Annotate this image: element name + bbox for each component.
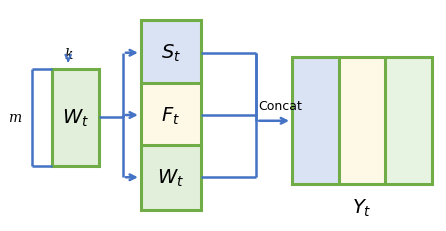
Text: $F_t$: $F_t$ [161,105,180,126]
FancyBboxPatch shape [141,21,201,86]
Text: m: m [8,111,21,125]
Text: k: k [64,48,72,62]
FancyBboxPatch shape [141,145,201,210]
Text: $Y_t$: $Y_t$ [352,197,372,218]
Text: $W_t$: $W_t$ [62,107,89,128]
Text: Concat: Concat [259,99,302,112]
FancyBboxPatch shape [141,83,201,148]
FancyBboxPatch shape [52,70,99,166]
FancyBboxPatch shape [292,58,339,184]
FancyBboxPatch shape [339,58,385,184]
Text: $S_t$: $S_t$ [161,43,181,64]
FancyBboxPatch shape [385,58,432,184]
Text: $W_t$: $W_t$ [157,167,184,188]
